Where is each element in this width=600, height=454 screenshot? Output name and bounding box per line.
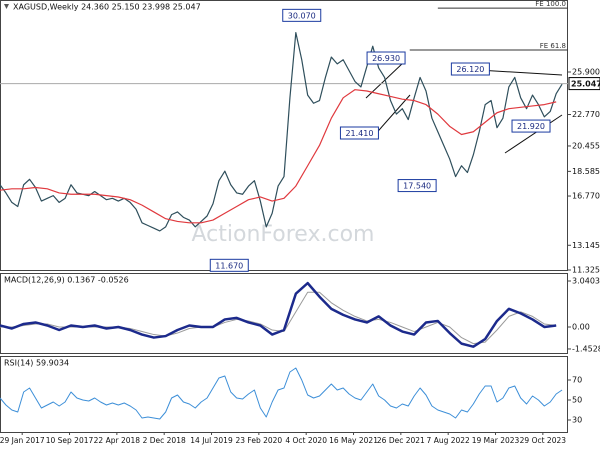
price-label-box — [209, 258, 249, 272]
price-label-box — [366, 51, 406, 65]
x-tick-label: 19 Mar 2023 — [472, 436, 520, 445]
price-label-box — [397, 179, 437, 193]
series-line — [0, 367, 563, 420]
price-label-box — [282, 8, 322, 22]
x-tick-label: 14 Jul 2019 — [190, 436, 233, 445]
price-header: XAGUSD,Weekly 24.360 25.150 23.998 25.04… — [13, 3, 201, 12]
x-tick-label: 4 Oct 2020 — [285, 436, 327, 445]
price-label-box — [450, 62, 490, 76]
price-label: 17.540 — [403, 182, 431, 191]
series-line — [0, 32, 563, 232]
y-tick-label: 18.585 — [572, 167, 600, 176]
rsi-panel — [0, 356, 568, 433]
price-label: 21.920 — [517, 122, 545, 131]
series-line — [0, 89, 557, 224]
macd-panel — [0, 273, 568, 354]
rsi-header: RSI(14) 59.9034 — [4, 359, 69, 368]
y-tick-label: -1.4528 — [572, 344, 600, 353]
last-price-tag — [568, 77, 600, 91]
y-tick-label: 25.900 — [572, 68, 600, 77]
price-label-box — [339, 126, 379, 140]
fibo-label: FE 100.0 — [535, 0, 566, 8]
y-tick-label: 20.455 — [572, 141, 600, 150]
price-label: 26.120 — [456, 65, 484, 74]
watermark: ActionForex.com — [192, 222, 375, 247]
price-panel — [0, 0, 568, 271]
y-tick-label: 22.770 — [572, 110, 600, 119]
x-tick-label: 23 Feb 2020 — [236, 436, 283, 445]
x-tick-label: 26 Dec 2021 — [377, 436, 425, 445]
fibo-label: FE 61.8 — [540, 42, 566, 50]
header-icon — [4, 4, 9, 9]
x-tick-label: 10 Sep 2017 — [46, 436, 94, 445]
x-tick-label: 2 Dec 2018 — [143, 436, 186, 445]
x-tick-label: 22 Apr 2018 — [94, 436, 141, 445]
price-label-box — [511, 119, 551, 133]
y-tick-label: 70 — [572, 376, 582, 385]
y-tick-label: 50 — [572, 396, 582, 405]
price-label: 21.410 — [345, 129, 373, 138]
x-tick-label: 7 Aug 2022 — [427, 436, 470, 445]
y-tick-label: 13.145 — [572, 241, 600, 250]
y-tick-label: 11.325 — [572, 266, 600, 275]
price-label: 11.670 — [215, 261, 243, 270]
macd-header: MACD(12,26,9) 0.1367 -0.0526 — [4, 276, 129, 285]
y-tick-label: 0.00 — [572, 322, 590, 331]
trendline — [477, 69, 563, 76]
x-tick-label: 29 Oct 2023 — [520, 436, 567, 445]
price-label: 26.930 — [372, 54, 400, 63]
y-tick-label: 16.770 — [572, 192, 600, 201]
x-tick-label: 29 Jan 2017 — [0, 436, 45, 445]
y-tick-label: 3.0403 — [572, 277, 600, 286]
trendline — [504, 114, 563, 154]
price-label: 30.070 — [288, 11, 316, 20]
y-tick-label: 30 — [572, 416, 582, 425]
last-price-label: 25.047 — [571, 80, 600, 89]
series-line — [0, 281, 557, 348]
x-tick-label: 16 May 2021 — [329, 436, 378, 445]
